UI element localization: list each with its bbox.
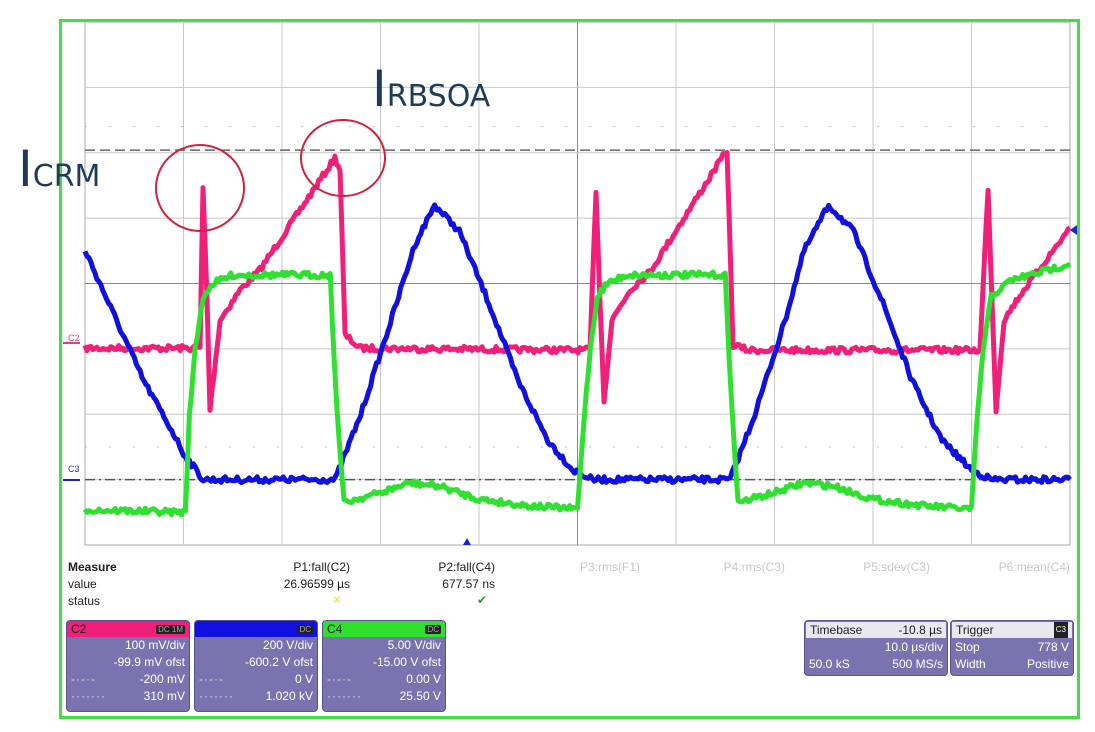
timebase-label: Timebase (810, 623, 863, 637)
channel-label: C2 (71, 622, 87, 636)
cursor-1-value: 0 V (294, 672, 313, 686)
cursor-2-value: 1.020 kV (265, 689, 313, 703)
timebase-samples: 50.0 kS (809, 657, 850, 671)
trace-c3 (82, 202, 1072, 486)
cursor-dot-symbol: ······· (327, 689, 362, 703)
offset: -15.00 V ofst (372, 655, 441, 669)
highlight-frame (59, 19, 1080, 719)
trigger-slope: Positive (1026, 657, 1069, 671)
channel-label: C4 (327, 622, 343, 636)
cursor-dot-symbol: ······· (71, 689, 106, 703)
c2-marker: C2 (68, 333, 80, 343)
cursor-line-symbol: -·-·- (327, 672, 352, 686)
waveform-display (63, 21, 1077, 546)
cursor-2-value: 25.50 V (399, 689, 441, 703)
cursor-1-value: 0.00 V (406, 672, 441, 686)
measure-status-icon: ✔ (476, 593, 487, 607)
icrm-highlight-circle (155, 144, 245, 232)
cursor-line-symbol: -·-·- (71, 672, 96, 686)
trigger-box[interactable]: Trigger C3 Stop 778 V Width Positive (950, 620, 1074, 676)
coupling-badge: DC (297, 624, 313, 634)
measure-param-name: P1:fall(C2) (293, 560, 350, 574)
trigger-position-marker (463, 538, 471, 545)
channel-label: C3 (199, 622, 215, 636)
measure-param-value: 677.57 ns (442, 577, 495, 591)
offset: -99.9 mV ofst (113, 655, 185, 669)
channel-box-c3[interactable]: C3 DC 200 V/div -600.2 V ofst -·-·- 0 V ··… (194, 620, 318, 712)
cursor-line-symbol: -·-·- (199, 672, 224, 686)
timebase-tdiv: 10.0 µs/div (884, 640, 943, 654)
measure-value-label: value (68, 577, 97, 591)
volts-per-div: 100 mV/div (124, 638, 185, 652)
trigger-level-marker (1070, 225, 1077, 235)
measure-param-name: P4:rms(C3) (723, 560, 785, 574)
cursor-dot-symbol: ······· (199, 689, 234, 703)
measure-param-name: P5:sdev(C3) (863, 560, 930, 574)
measure-title: Measure (68, 560, 117, 574)
trigger-type: Width (955, 657, 986, 671)
icrm-label: ICRM (18, 140, 101, 198)
measure-param-name: P2:fall(C4) (438, 560, 495, 574)
timebase-box[interactable]: Timebase -10.8 µs 10.0 µs/div 50.0 kS 500 … (804, 620, 948, 676)
trigger-label: Trigger (956, 623, 994, 637)
volts-per-div: 5.00 V/div (387, 638, 441, 652)
trigger-source-icon: C3 (1053, 622, 1068, 638)
cursor-2-value: 310 mV (143, 689, 185, 703)
volts-per-div: 200 V/div (262, 638, 313, 652)
trigger-level: 778 V (1037, 640, 1069, 654)
trace-c4 (82, 261, 1072, 518)
offset: -600.2 V ofst (244, 655, 313, 669)
measure-status-label: status (68, 594, 101, 608)
timebase-delay: -10.8 µs (898, 623, 942, 637)
coupling-badge: DC (425, 624, 441, 634)
measure-param-name: P3:rms(F1) (580, 560, 640, 574)
cursor-1-value: -200 mV (139, 672, 185, 686)
channel-box-c2[interactable]: C2 DC 1M 100 mV/div -99.9 mV ofst -·-·- -2… (66, 620, 190, 712)
irbsoa-highlight-circle (300, 119, 386, 197)
channel-box-c4[interactable]: C4 DC 5.00 V/div -15.00 V ofst -·-·- 0.00 … (322, 620, 446, 712)
c3-marker: C3 (68, 464, 80, 474)
irbsoa-label: IRBSOA (372, 60, 491, 118)
measure-param-name: P6:mean(C4) (998, 560, 1070, 574)
trigger-mode: Stop (955, 640, 980, 654)
measure-param-value: 26.96599 µs (283, 577, 350, 591)
measure-status-icon: ✕ (331, 593, 342, 607)
coupling-badge: DC 1M (156, 624, 185, 634)
timebase-rate: 500 MS/s (892, 657, 943, 671)
